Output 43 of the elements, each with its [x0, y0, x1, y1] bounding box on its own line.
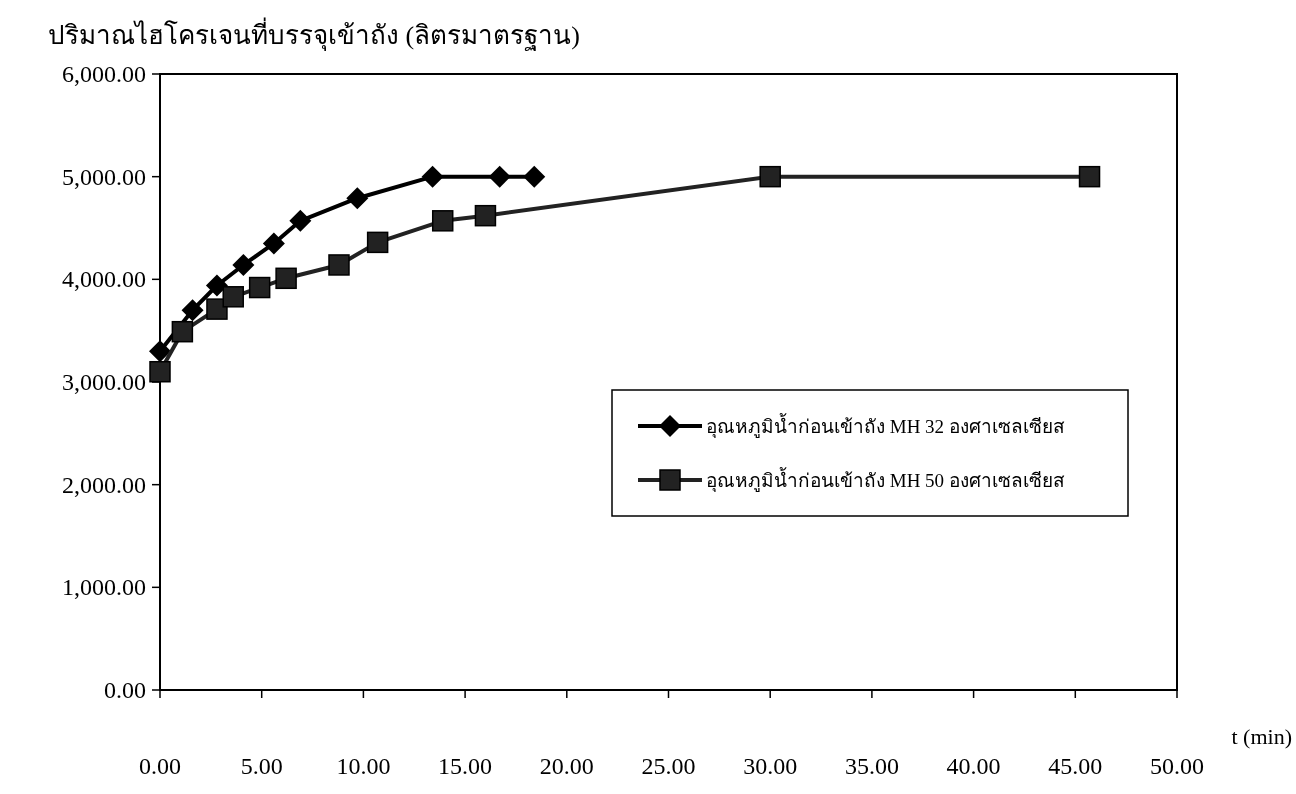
- x-tick-label: 25.00: [641, 753, 696, 779]
- point: [474, 204, 497, 227]
- point: [1078, 165, 1101, 188]
- point: [366, 231, 389, 254]
- point: [149, 360, 171, 383]
- legend-label: อุณหภูมิน้ำก่อนเข้าถัง MH 50 องศาเซลเซียส: [706, 467, 1065, 493]
- y-tick-label: 1,000.00: [62, 574, 146, 601]
- point: [149, 340, 171, 363]
- point: [232, 253, 255, 276]
- y-tick-label: 2,000.00: [62, 471, 146, 498]
- point: [205, 274, 228, 297]
- y-tick-label: 3,000.00: [62, 369, 146, 395]
- x-tick-label: 5.00: [240, 753, 283, 779]
- point: [222, 286, 244, 308]
- point: [262, 232, 285, 255]
- y-tick-label: 4,000.00: [62, 266, 146, 293]
- point: [431, 210, 454, 232]
- point: [248, 276, 271, 299]
- point: [488, 165, 511, 188]
- point: [171, 320, 194, 343]
- point: [346, 187, 369, 210]
- x-tick-label: 45.00: [1048, 753, 1103, 779]
- x-tick-label: 50.00: [1150, 753, 1204, 779]
- point: [759, 165, 781, 188]
- x-axis-title: t (min): [1231, 724, 1292, 749]
- point: [523, 165, 546, 188]
- x-tick-label: 30.00: [743, 753, 798, 779]
- x-tick-label: 40.00: [946, 753, 1001, 779]
- x-tick-label: 0.00: [139, 753, 181, 779]
- point: [289, 209, 312, 232]
- y-tick-label: 6,000.00: [62, 61, 146, 87]
- point: [328, 254, 350, 276]
- y-tick-label: 0.00: [104, 677, 146, 703]
- point: [181, 299, 204, 322]
- x-tick-label: 15.00: [438, 753, 493, 779]
- legend-label: อุณหภูมิน้ำก่อนเข้าถัง MH 32 องศาเซลเซียส: [706, 413, 1065, 439]
- x-tick-label: 10.00: [336, 753, 391, 779]
- x-tick-label: 20.00: [539, 753, 594, 779]
- point: [421, 165, 444, 188]
- y-axis-title: ปริมาณไฮโครเจนที่บรรจุเข้าถัง (ลิตรมาตรฐาน): [48, 17, 580, 51]
- y-tick-label: 5,000.00: [62, 163, 146, 190]
- point: [275, 267, 297, 290]
- x-tick-label: 35.00: [844, 753, 899, 779]
